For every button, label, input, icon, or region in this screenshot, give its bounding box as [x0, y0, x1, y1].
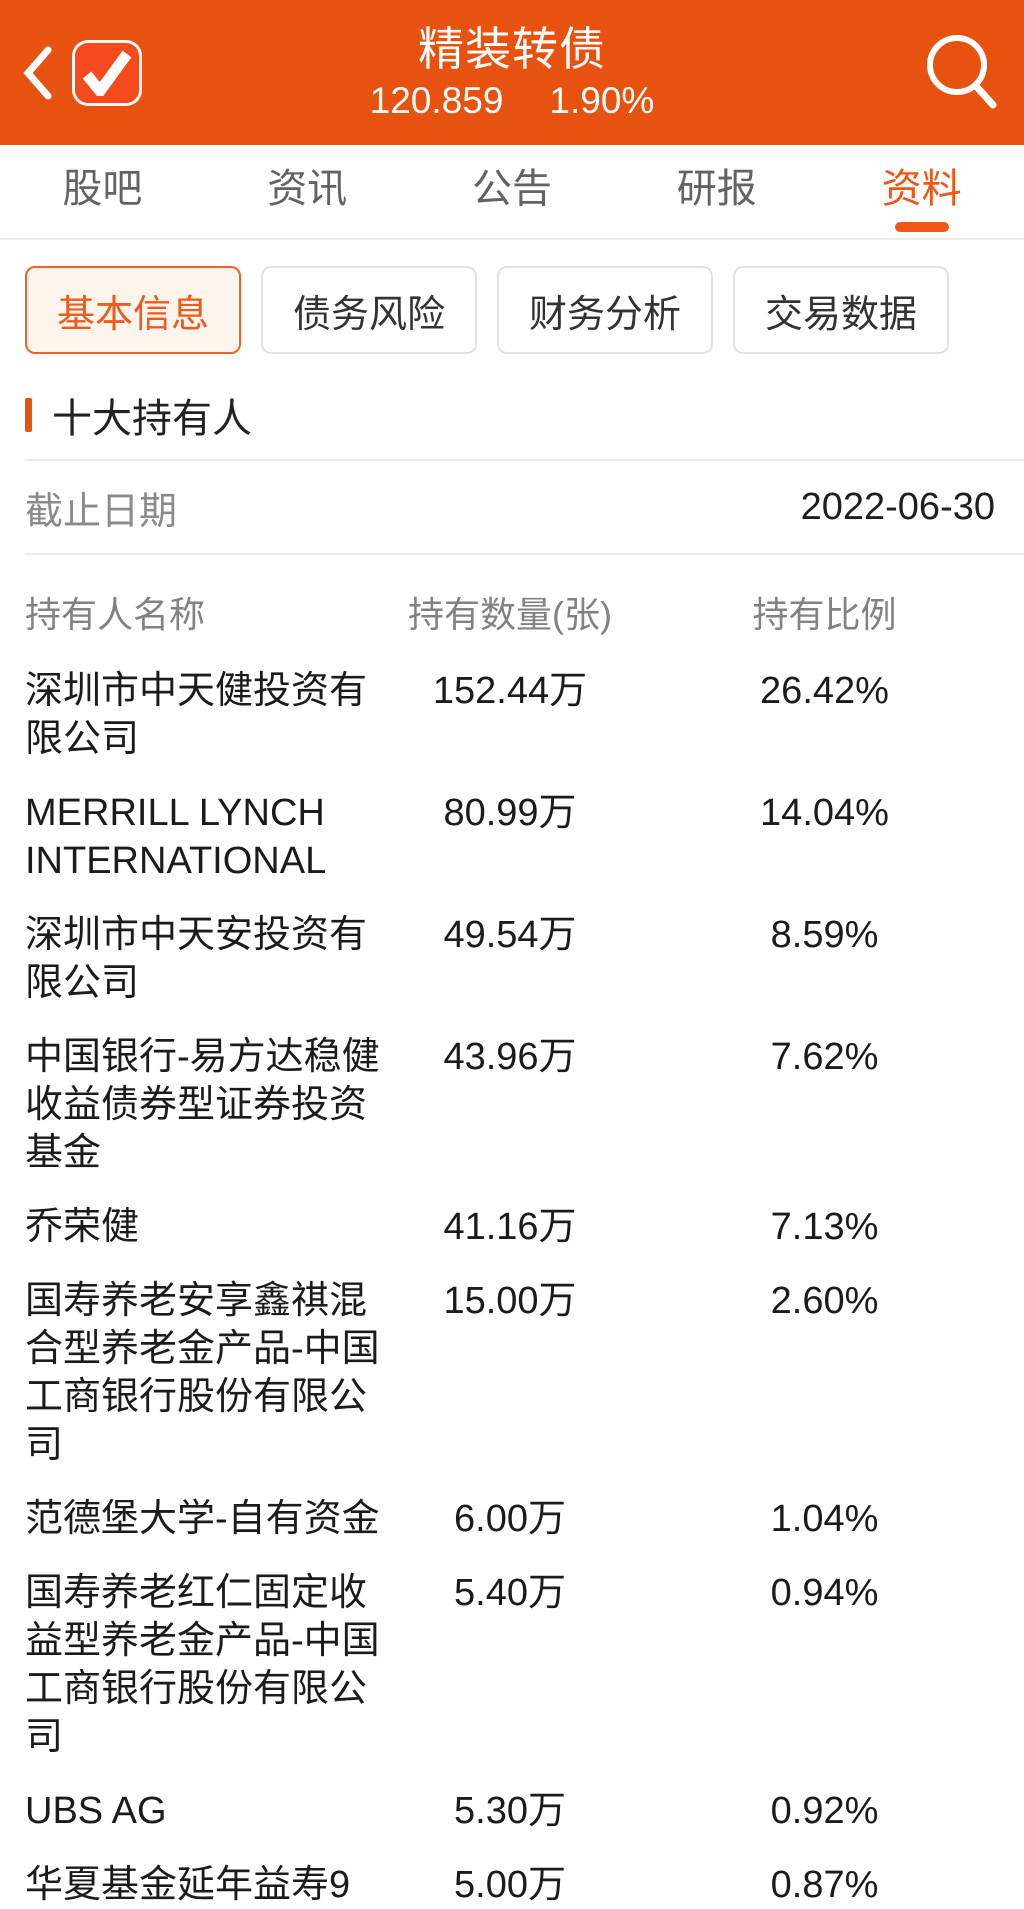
table-row: 范德堡大学-自有资金 6.00万 1.04%: [25, 1495, 1024, 1543]
holder-quantity: 15.00万: [443, 1280, 577, 1322]
holder-quantity: 43.96万: [443, 1036, 577, 1078]
table-row: 华夏基金延年益寿9 5.00万 0.87%: [25, 1861, 1024, 1909]
holder-quantity: 49.54万: [443, 914, 577, 956]
holder-name: 乔荣健: [25, 1206, 140, 1248]
holder-ratio: 7.13%: [770, 1206, 879, 1248]
holder-ratio: 0.92%: [770, 1790, 879, 1832]
holder-ratio: 1.04%: [770, 1498, 879, 1540]
holder-quantity: 41.16万: [443, 1206, 577, 1248]
table-row: 国寿养老安享鑫祺混 合型养老金产品-中国 工商银行股份有限公 司 15.00万 …: [25, 1277, 1024, 1469]
column-header-quantity: 持有数量(张): [408, 594, 612, 635]
header-left: [22, 39, 142, 106]
nav-tab-report[interactable]: 研报: [614, 145, 819, 238]
holder-name: 范德堡大学-自有资金: [25, 1498, 380, 1540]
holder-ratio: 26.42%: [760, 670, 889, 712]
table-row: UBS AG 5.30万 0.92%: [25, 1787, 1024, 1835]
nav-tab-bar: 股吧 资讯 公告 研报 资料: [0, 145, 1024, 240]
holder-ratio: 14.04%: [760, 792, 889, 834]
holder-name: 深圳市中天健投资有 限公司: [25, 670, 368, 760]
holder-name: UBS AG: [25, 1790, 167, 1832]
holder-ratio: 2.60%: [770, 1280, 879, 1322]
nav-tab-label: 资讯: [267, 167, 348, 211]
table-body: 深圳市中天健投资有 限公司 152.44万 26.42% MERRILL LYN…: [25, 667, 1024, 1909]
table-header-row: 持有人名称 持有数量(张) 持有比例: [25, 591, 1024, 639]
holder-ratio: 7.62%: [770, 1036, 879, 1078]
search-icon: [927, 34, 997, 108]
holder-ratio: 8.59%: [770, 914, 879, 956]
price-value: 120.859: [369, 79, 504, 121]
holder-name: 国寿养老安享鑫祺混 合型养老金产品-中国 工商银行股份有限公 司: [25, 1280, 380, 1466]
section-accent-bar: [25, 398, 32, 432]
table-row: 国寿养老红仁固定收 益型养老金产品-中国 工商银行股份有限公 司 5.40万 0…: [25, 1569, 1024, 1761]
header-bar: 精装转债 120.859 1.90%: [0, 0, 1024, 145]
nav-tab-label: 股吧: [62, 167, 143, 211]
nav-tab-news[interactable]: 资讯: [205, 145, 410, 238]
column-header-ratio: 持有比例: [752, 594, 897, 635]
change-percent: 1.90%: [549, 79, 655, 121]
nav-tab-guba[interactable]: 股吧: [0, 145, 205, 238]
nav-tab-label: 研报: [676, 167, 757, 211]
table-row: 中国银行-易方达稳健 收益债券型证券投资 基金 43.96万 7.62%: [25, 1033, 1024, 1177]
app-logo-badge: [72, 39, 142, 106]
holder-name: 华夏基金延年益寿9: [25, 1864, 351, 1906]
search-button[interactable]: [924, 30, 1002, 116]
holder-quantity: 6.00万: [454, 1498, 566, 1540]
table-row: 深圳市中天健投资有 限公司 152.44万 26.42%: [25, 667, 1024, 763]
holder-quantity: 80.99万: [443, 792, 577, 834]
nav-tab-label: 公告: [471, 167, 552, 211]
chevron-left-icon: [23, 46, 52, 99]
sub-tab-debt-risk[interactable]: 债务风险: [261, 266, 478, 354]
report-date-value: 2022-06-30: [800, 485, 995, 528]
sub-tab-financial-analysis[interactable]: 财务分析: [497, 266, 714, 354]
holder-ratio: 0.87%: [770, 1864, 879, 1906]
nav-tab-notice[interactable]: 公告: [410, 145, 615, 238]
checkmark-icon: [82, 50, 132, 96]
holder-quantity: 5.00万: [454, 1864, 566, 1906]
table-row: 深圳市中天安投资有 限公司 49.54万 8.59%: [25, 911, 1024, 1007]
sub-tab-basic-info[interactable]: 基本信息: [25, 266, 242, 354]
holder-name: 深圳市中天安投资有 限公司: [25, 914, 368, 1004]
table-row: 乔荣健 41.16万 7.13%: [25, 1203, 1024, 1251]
back-button[interactable]: [22, 43, 56, 103]
holders-table: 持有人名称 持有数量(张) 持有比例 深圳市中天健投资有 限公司 152.44万…: [25, 591, 1024, 1909]
price-row: 120.859 1.90%: [370, 79, 655, 123]
holder-name: MERRILL LYNCH INTERNATIONAL: [25, 792, 327, 882]
active-tab-indicator: [894, 222, 949, 232]
section-title-label: 十大持有人: [52, 397, 252, 441]
holder-quantity: 152.44万: [432, 670, 588, 712]
security-title: 精装转债: [418, 22, 606, 75]
header-center: 精装转债 120.859 1.90%: [0, 0, 1024, 145]
holder-quantity: 5.30万: [454, 1790, 566, 1832]
section-header: 十大持有人: [25, 386, 999, 444]
table-row: MERRILL LYNCH INTERNATIONAL 80.99万 14.04…: [25, 789, 1024, 885]
sub-tab-trading-data[interactable]: 交易数据: [733, 266, 950, 354]
sub-tab-bar: 基本信息 债务风险 财务分析 交易数据: [0, 240, 1024, 354]
report-date-label: 截止日期: [25, 490, 178, 533]
holder-name: 国寿养老红仁固定收 益型养老金产品-中国 工商银行股份有限公 司: [25, 1572, 380, 1758]
nav-tab-profile[interactable]: 资料: [819, 145, 1024, 238]
holder-name: 中国银行-易方达稳健 收益债券型证券投资 基金: [25, 1036, 380, 1174]
column-header-holder-name: 持有人名称: [25, 594, 206, 635]
divider: [25, 459, 1024, 461]
report-date-row: 截止日期 2022-06-30: [25, 461, 1024, 555]
nav-tab-label: 资料: [881, 167, 962, 211]
holder-ratio: 0.94%: [770, 1572, 879, 1614]
holder-quantity: 5.40万: [454, 1572, 566, 1614]
